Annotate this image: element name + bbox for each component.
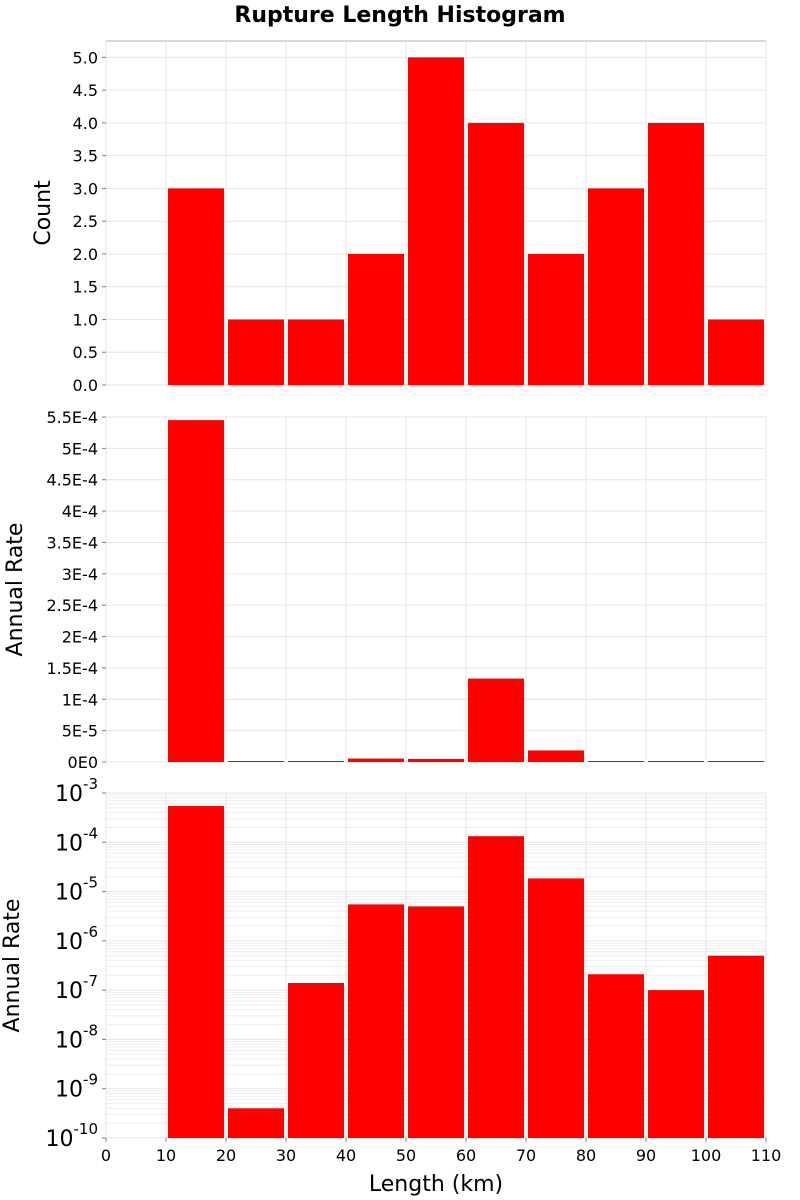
y-tick-label: 1.0 [73, 310, 98, 329]
y-tick-label: 2.5 [73, 212, 98, 231]
bar-10-20 [168, 805, 224, 1138]
y-tick-label: 3.5 [73, 147, 98, 166]
y-tick-label: 1.5 [73, 278, 98, 297]
y-tick-label: 0E0 [68, 753, 98, 772]
panel-count: 0.0 0.5 1.0 1.5 2.0 2.5 3.0 3.5 4.0 4.5 5.0 Count [31, 40, 767, 395]
bar-30-40 [288, 982, 344, 1138]
y-tick-label: 10-8 [55, 1021, 98, 1053]
y-tick-label: 3.5E-4 [46, 533, 98, 552]
y-tick-label: 4.5E-4 [46, 471, 98, 490]
y-tick-label: 10-10 [46, 1120, 99, 1152]
x-tick-label: 50 [396, 1146, 416, 1165]
bar-50-60 [408, 758, 464, 762]
chart-panels: 0.0 0.5 1.0 1.5 2.0 2.5 3.0 3.5 4.0 4.5 5.0 Count 0E… [0, 40, 782, 1165]
y-tick-label: 0.5 [73, 343, 98, 362]
bar-100-110 [708, 955, 764, 1138]
y-tick-label: 4.5 [73, 81, 98, 100]
y-axis-label: Annual Rate [0, 899, 25, 1033]
y-tick-label: 1E-4 [62, 690, 98, 709]
bar-100-110 [708, 761, 764, 762]
y-tick-label: 10-5 [55, 874, 98, 906]
bar-50-60 [408, 906, 464, 1138]
bar-80-90 [588, 761, 644, 762]
y-tick-label: 2E-4 [62, 628, 98, 647]
panel-rate-log: 10-10 10-9 10-8 10-7 10-6 10-5 10-4 10-3 Annual … [0, 775, 767, 1152]
x-tick-label: 20 [216, 1146, 236, 1165]
bar-50-60 [408, 57, 464, 385]
y-tick-label: 1.5E-4 [46, 659, 98, 678]
y-tick-label: 5.5E-4 [46, 408, 98, 427]
x-tick-label: 60 [456, 1146, 476, 1165]
bar-70-80 [528, 878, 584, 1138]
x-tick-label: 110 [751, 1146, 782, 1165]
y-tick-label: 0.0 [73, 376, 98, 395]
y-tick-label: 10-6 [55, 923, 98, 955]
bar-60-70 [468, 122, 524, 386]
y-tick-label: 5E-5 [62, 722, 98, 741]
x-tick-label: 0 [101, 1146, 111, 1165]
bar-30-40 [288, 761, 344, 762]
y-tick-label: 10-9 [55, 1071, 98, 1103]
y-tick-label: 10-7 [55, 972, 98, 1004]
y-tick-label: 10-3 [55, 775, 98, 807]
y-axis-label: Count [31, 180, 56, 246]
bar-90-100 [648, 761, 704, 762]
y-tick-label: 4.0 [73, 114, 98, 133]
bar-40-50 [348, 758, 404, 762]
bar-40-50 [348, 253, 404, 385]
y-tick-label: 4E-4 [62, 502, 98, 521]
x-tick-label: 100 [691, 1146, 722, 1165]
bar-60-70 [468, 836, 524, 1138]
x-tick-label: 80 [576, 1146, 596, 1165]
y-tick-label: 5E-4 [62, 439, 98, 458]
bar-10-20 [168, 420, 224, 762]
bar-30-40 [288, 319, 344, 385]
x-tick-label: 10 [156, 1146, 176, 1165]
x-axis-label: Length (km) [369, 1172, 503, 1197]
x-tick-label: 70 [516, 1146, 536, 1165]
bar-100-110 [708, 319, 764, 385]
bar-40-50 [348, 904, 404, 1138]
bar-90-100 [648, 990, 704, 1138]
bar-20-30 [228, 1108, 284, 1138]
x-tick-label: 40 [336, 1146, 356, 1165]
bar-70-80 [528, 253, 584, 385]
x-tick-label: 90 [636, 1146, 656, 1165]
y-tick-label: 5.0 [73, 48, 98, 67]
bar-20-30 [228, 319, 284, 385]
y-tick-label: 3.0 [73, 179, 98, 198]
y-tick-label: 10-4 [55, 824, 98, 856]
y-tick-label: 3E-4 [62, 565, 98, 584]
bar-70-80 [528, 750, 584, 762]
bar-80-90 [588, 188, 644, 385]
y-tick-label: 2.0 [73, 245, 98, 264]
x-tick-label: 30 [276, 1146, 296, 1165]
bar-90-100 [648, 122, 704, 386]
bar-60-70 [468, 678, 524, 762]
y-tick-label: 2.5E-4 [46, 596, 98, 615]
bar-20-30 [228, 761, 284, 762]
y-axis-label: Annual Rate [3, 523, 28, 657]
panel-rate-linear: 0E0 5E-5 1E-4 1.5E-4 2E-4 2.5E-4 3E-4 3.5E-4 4E-… [3, 408, 767, 772]
bar-10-20 [168, 188, 224, 385]
bar-80-90 [588, 974, 644, 1138]
chart-title: Rupture Length Histogram [234, 3, 565, 28]
